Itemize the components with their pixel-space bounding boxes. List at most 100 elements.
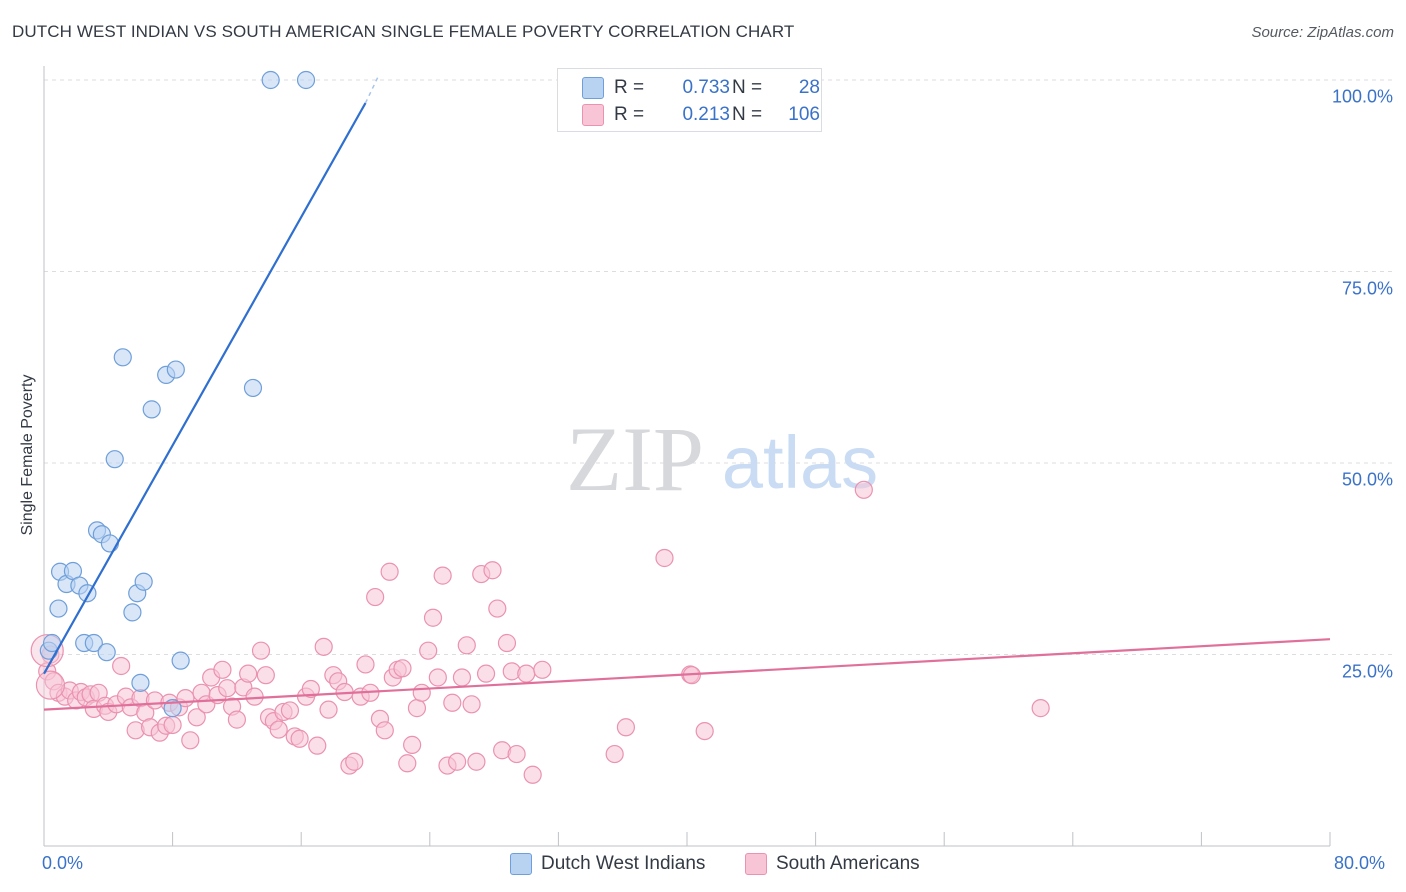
south-americans-point (366, 587, 385, 607)
pink-swatch-icon (582, 104, 604, 126)
south-americans-point (239, 664, 258, 683)
south-americans-point (423, 608, 443, 627)
south-americans-point (112, 656, 131, 676)
south-americans-point (403, 735, 422, 754)
south-americans-point (695, 721, 714, 741)
south-americans-point (163, 715, 182, 735)
dutch-west-indians-point (105, 450, 124, 469)
south-americans-point (523, 765, 542, 784)
south-americans-point (476, 664, 496, 683)
dutch-west-indians-trend-extension (364, 75, 380, 104)
dutch-west-indians-point (97, 643, 116, 662)
south-americans-point (488, 599, 507, 618)
south-americans-trend-line (43, 638, 1331, 711)
south-americans-point (412, 683, 431, 702)
south-americans-point (227, 710, 246, 729)
x-tick-label-min: 0.0% (42, 853, 84, 873)
legend-n-value: 106 (788, 104, 820, 125)
dutch-west-indians-point (142, 400, 161, 419)
axes (43, 66, 1331, 847)
dutch-west-indians-point (166, 360, 185, 379)
south-americans-point (483, 561, 502, 580)
south-americans-point (280, 701, 300, 720)
dutch-west-indians-point (134, 572, 153, 591)
dutch-west-indians-point (243, 378, 263, 398)
legend-label: South Americans (776, 853, 920, 874)
legend-r-value: 0.213 (682, 104, 730, 125)
south-americans-point (375, 721, 394, 740)
south-americans-point (393, 659, 412, 678)
south-americans-point (433, 566, 452, 585)
south-americans-point (356, 655, 375, 674)
y-tick-label: 100.0% (1331, 86, 1393, 107)
south-americans-point (380, 562, 399, 581)
south-americans-point (605, 744, 624, 764)
south-americans-point (467, 752, 486, 771)
south-americans-point (616, 718, 636, 737)
south-americans-point (319, 700, 338, 719)
blue-swatch-icon (582, 77, 604, 99)
trend-lines (43, 75, 1331, 711)
south-americans-point (452, 668, 472, 687)
watermark-atlas: atlas (722, 421, 878, 504)
south-americans-point (462, 695, 481, 714)
legend-n-label: N = (732, 104, 763, 125)
south-americans-point (245, 687, 264, 706)
south-americans-point (407, 699, 427, 718)
south-americans-point (290, 729, 309, 748)
south-americans-point (419, 641, 438, 660)
legend-n-value: 28 (798, 77, 820, 98)
south-americans-point (301, 679, 320, 699)
south-americans-point (218, 679, 237, 698)
south-americans-point (448, 752, 467, 771)
south-americans-point (507, 744, 526, 764)
dutch-west-indians-point (113, 348, 132, 367)
south-americans-point (345, 752, 364, 771)
south-americans-point (533, 660, 552, 679)
south-americans-point (187, 708, 206, 727)
dutch-west-indians-trend-line (43, 102, 367, 675)
dutch-west-indians-point (49, 599, 68, 618)
south-americans-point (213, 660, 232, 679)
source-label: Source: ZipAtlas.com (1251, 24, 1394, 41)
gridlines (44, 79, 1392, 655)
south-americans-point (256, 666, 275, 685)
south-americans-point (517, 664, 536, 683)
dutch-west-indians-point (131, 673, 150, 692)
south-americans-point (251, 641, 271, 660)
y-tick-label: 75.0% (1341, 278, 1393, 298)
legend-r-label: R = (614, 104, 645, 125)
south-americans-point (269, 720, 288, 739)
south-americans-point (35, 670, 66, 700)
south-americans-point (655, 548, 674, 568)
y-tick-label: 50.0% (1341, 469, 1393, 490)
legend-label: Dutch West Indians (541, 853, 706, 874)
correlation-legend: R = 0.733 N = 28 R = 0.213 N = 106 (557, 68, 822, 132)
legend-n-label: N = (732, 77, 763, 98)
dutch-west-indians-point (296, 70, 316, 90)
dutch-west-indians-points (39, 70, 316, 718)
dutch-west-indians-point (84, 633, 103, 653)
blue-swatch-icon (510, 853, 532, 875)
chart-title: DUTCH WEST INDIAN VS SOUTH AMERICAN SING… (12, 22, 795, 41)
south-americans-point (181, 731, 200, 750)
dutch-west-indians-point (171, 651, 190, 670)
y-tick-label: 25.0% (1341, 661, 1393, 681)
south-americans-point (398, 754, 417, 773)
dutch-west-indians-point (100, 534, 120, 553)
dutch-west-indians-point (123, 603, 142, 622)
watermark: ZIP atlas (566, 408, 878, 510)
south-americans-point (428, 668, 447, 687)
south-americans-point (497, 633, 517, 653)
south-americans-point (314, 637, 333, 656)
south-americans-point (308, 736, 327, 755)
south-americans-point (1031, 699, 1050, 718)
legend-r-label: R = (614, 77, 645, 98)
y-axis-label: Single Female Poverty (19, 374, 36, 536)
dutch-west-indians-point (261, 70, 280, 90)
south-americans-point (854, 480, 873, 499)
south-americans-point (443, 693, 462, 712)
watermark-zip: ZIP (566, 408, 704, 510)
south-americans-points (30, 480, 1050, 784)
x-tick-label-max: 80.0% (1334, 853, 1386, 873)
